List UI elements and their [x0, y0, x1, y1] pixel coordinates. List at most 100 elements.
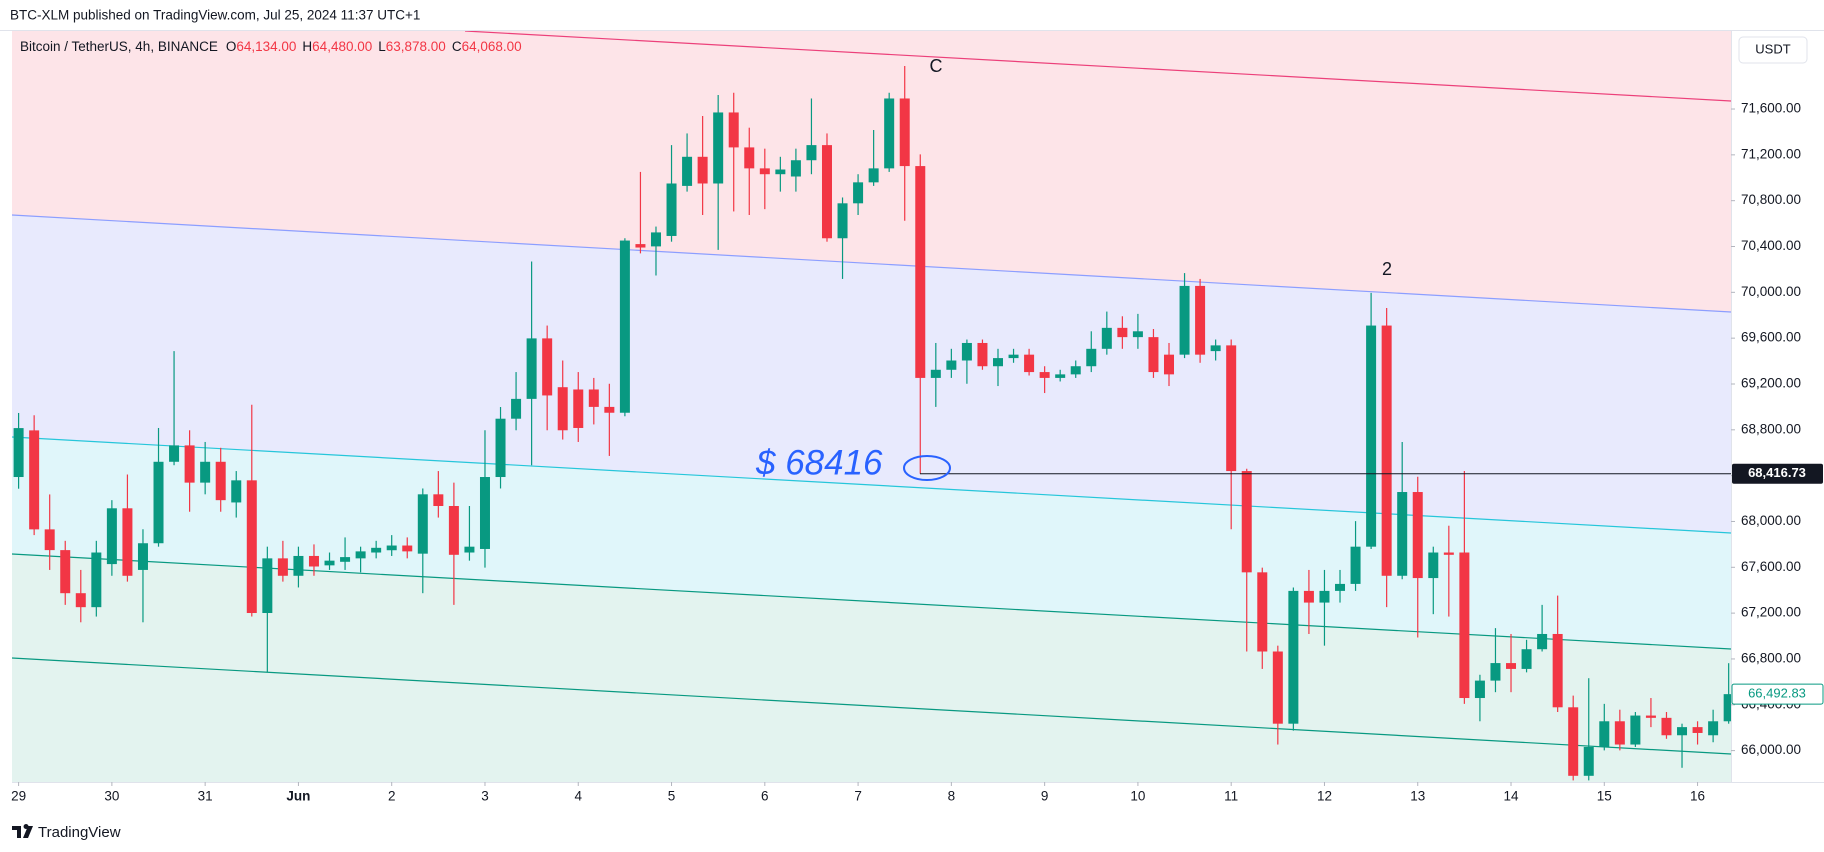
candle-body: [1226, 345, 1237, 472]
circle-drawing: [903, 455, 951, 481]
x-tick-label: 2: [388, 789, 396, 804]
candle-body: [417, 494, 428, 554]
candle-body: [44, 529, 55, 551]
candle-body: [293, 555, 304, 576]
candle-body: [744, 147, 755, 169]
zone-blue: [12, 215, 1731, 533]
candle-body: [1272, 651, 1283, 724]
ohlc-value: 64,480.00: [312, 39, 372, 54]
x-tick-label: 3: [481, 789, 489, 804]
candle-body: [821, 145, 832, 239]
candle-body: [91, 552, 102, 608]
candle-body: [526, 338, 537, 399]
ohlc-value: 63,878.00: [386, 39, 446, 54]
x-tick-label: 9: [1041, 789, 1049, 804]
candle-body: [1195, 285, 1206, 355]
horizontal-line-tag: [1732, 463, 1823, 484]
y-tick-label: 70,000.00: [1741, 284, 1801, 299]
ohlc-value: 64,068.00: [462, 39, 522, 54]
candle-body: [1583, 746, 1594, 776]
candle-body: [184, 445, 195, 483]
candle-body: [557, 387, 568, 431]
candle-body: [1319, 590, 1330, 603]
x-tick-label: 14: [1504, 789, 1520, 804]
x-tick-label: Jun: [286, 789, 310, 804]
candle-body: [573, 389, 584, 428]
y-tick-label: 67,600.00: [1741, 559, 1801, 574]
candle-body: [1397, 492, 1408, 576]
channel-drawing: [12, 31, 1731, 782]
candle-body: [262, 558, 273, 614]
candle-body: [479, 477, 490, 549]
wave-label: 2: [1382, 259, 1392, 279]
candle-body: [604, 406, 615, 413]
ohlc-key: H: [302, 39, 312, 54]
x-tick-label: 29: [11, 789, 26, 804]
candle-body: [1086, 348, 1097, 367]
candle-body: [806, 145, 817, 161]
candle-body: [1350, 546, 1361, 584]
footer-brand: TradingView: [38, 824, 121, 841]
x-tick-label: 31: [198, 789, 213, 804]
candle-body: [790, 160, 801, 177]
candle-body: [1210, 345, 1221, 352]
candle-body: [1366, 325, 1377, 547]
candle-body: [386, 545, 397, 551]
candle-body: [1708, 721, 1719, 736]
channel-line: [12, 436, 1731, 534]
x-tick-label: 12: [1317, 789, 1332, 804]
candle-body: [775, 169, 786, 175]
candle-body: [542, 338, 553, 396]
candle-body: [246, 480, 257, 614]
y-tick-label: 66,800.00: [1741, 651, 1801, 666]
y-tick-label: 70,800.00: [1741, 192, 1801, 207]
ohlc-value: 64,134.00: [236, 39, 296, 54]
candle-body: [1257, 572, 1268, 652]
candle-body: [992, 358, 1003, 367]
candle-body: [713, 112, 724, 184]
channel-line: [12, 657, 1731, 755]
candle-body: [1303, 590, 1314, 603]
candle-body: [1132, 331, 1143, 338]
candle-body: [464, 546, 475, 553]
x-tick-label: 7: [854, 789, 862, 804]
candle-body: [1335, 583, 1346, 591]
candle-body: [1521, 649, 1532, 669]
candle-body: [884, 98, 895, 169]
x-tick-label: 30: [104, 789, 119, 804]
candle-body: [1490, 663, 1501, 681]
candle-body: [1599, 721, 1610, 747]
candle-body: [1474, 680, 1485, 699]
zone-cyan: [12, 437, 1731, 649]
last-price-tag: [1731, 683, 1824, 705]
candle-body: [1164, 354, 1175, 375]
x-tick-label: 15: [1597, 789, 1612, 804]
candle-body: [635, 244, 646, 248]
candle-body: [137, 543, 148, 570]
candle-body: [371, 547, 382, 553]
x-tick-label: 13: [1410, 789, 1425, 804]
candle-body: [899, 98, 910, 167]
candle-body: [619, 240, 630, 413]
candle-body: [60, 550, 71, 594]
candle-body: [122, 508, 133, 576]
last-price-label: 66,492.83: [1748, 686, 1806, 701]
y-tick-label: 68,800.00: [1741, 421, 1801, 436]
candle-body: [1381, 325, 1392, 576]
candle-body: [153, 461, 164, 544]
zone-green: [12, 554, 1731, 782]
candle-body: [448, 506, 459, 555]
symbol-title: Bitcoin / TetherUS, 4h, BINANCE: [20, 39, 218, 54]
candle-body: [495, 418, 506, 478]
channel-line: [464, 31, 1731, 102]
currency-label: USDT: [1755, 41, 1790, 56]
published-note: BTC-XLM published on TradingView.com, Ju…: [10, 8, 420, 23]
candle-body: [106, 508, 117, 565]
candle-body: [1179, 285, 1190, 355]
y-tick-label: 70,400.00: [1741, 238, 1801, 253]
candle-body: [588, 389, 599, 407]
candle-body: [1568, 707, 1579, 776]
currency-button[interactable]: [1738, 36, 1808, 64]
candle-body: [169, 445, 180, 462]
candle-body: [650, 232, 661, 247]
